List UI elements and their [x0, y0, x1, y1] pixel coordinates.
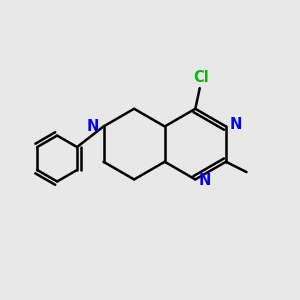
- Text: N: N: [230, 118, 242, 133]
- Text: Cl: Cl: [193, 70, 209, 85]
- Text: N: N: [199, 173, 211, 188]
- Text: N: N: [87, 119, 99, 134]
